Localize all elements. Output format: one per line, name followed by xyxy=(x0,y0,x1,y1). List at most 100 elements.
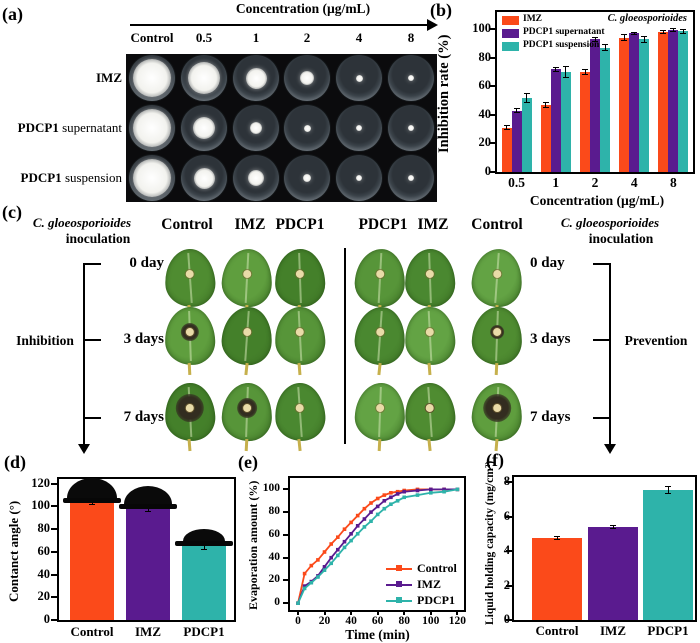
d-droplet-dome xyxy=(124,486,172,505)
b-error-bar-cap xyxy=(680,29,687,31)
b-error-bar-cap xyxy=(602,44,608,46)
leaf-blade xyxy=(470,247,524,309)
d-droplet-dome xyxy=(67,477,117,498)
b-ytick-mark xyxy=(489,171,495,173)
inoculation-dot xyxy=(185,269,194,279)
data-point-marker xyxy=(355,532,360,536)
a-row-label-strong: IMZ xyxy=(96,70,122,85)
evaporation-plot-area: Control IMZ PDCP1 xyxy=(288,476,466,612)
d-ytick-label: 20 xyxy=(37,589,51,604)
d-droplet-base xyxy=(175,541,233,547)
b-error-bar-cap xyxy=(542,102,549,104)
b-error-bar-cap xyxy=(602,50,608,52)
data-point-marker xyxy=(389,495,393,500)
a-column-label: Control xyxy=(130,30,174,45)
leaf-blade xyxy=(220,247,274,309)
c-left-inoculation-label: inoculation xyxy=(65,231,131,246)
f-xtick-label: PDCP1 xyxy=(647,623,689,638)
e-ytick-label: 0 xyxy=(274,596,280,609)
petri-dish xyxy=(388,105,434,151)
leaf-blade xyxy=(163,381,217,443)
b-error-bar xyxy=(584,69,586,75)
e-legend-marker xyxy=(396,565,402,571)
fungal-colony xyxy=(303,174,311,182)
d-xtick-label: IMZ xyxy=(135,624,161,639)
b-legend-swatch xyxy=(502,29,519,38)
petri-dish xyxy=(129,155,175,201)
b-bar xyxy=(678,31,689,172)
d-ytick-label: 120 xyxy=(31,475,50,490)
b-bar xyxy=(540,104,551,172)
b-error-bar xyxy=(604,44,606,51)
e-xtick-label: 100 xyxy=(422,615,440,627)
panel-c-label: (c) xyxy=(2,202,22,222)
d-droplet-base xyxy=(119,504,177,510)
petri-dish xyxy=(233,105,279,151)
e-legend-label: PDCP1 xyxy=(417,593,455,607)
data-point-marker xyxy=(395,499,400,503)
e-xtick-label: 20 xyxy=(318,615,331,627)
e-xtick-mark xyxy=(403,610,406,615)
a-row-label: PDCP1 suspension xyxy=(0,170,122,186)
e-legend-label: IMZ xyxy=(417,577,441,591)
leaf-petiole xyxy=(377,362,382,376)
data-point-marker xyxy=(442,487,446,492)
fungal-colony xyxy=(355,74,363,82)
d-ytick-mark xyxy=(51,505,57,508)
data-point-marker xyxy=(429,491,433,495)
d-ytick-label: 60 xyxy=(37,543,51,558)
b-xtick-label: 2 xyxy=(591,175,599,190)
leaf-blade xyxy=(274,248,326,308)
b-error-bar xyxy=(526,93,528,102)
leaf xyxy=(353,305,407,377)
b-error-bar-cap xyxy=(523,92,530,94)
f-bar xyxy=(588,526,638,620)
b-error-bar-cap xyxy=(552,66,559,68)
leaf-petiole xyxy=(377,438,381,452)
leaf-blade xyxy=(273,381,327,443)
c-left-day-label: 0 day xyxy=(129,255,164,271)
down-arrow-icon xyxy=(78,444,90,454)
b-bar xyxy=(668,29,679,172)
f-ytick-mark xyxy=(506,515,512,518)
b-error-bar-cap xyxy=(680,32,687,34)
concentration-arrow-line xyxy=(130,24,427,26)
leaf-blade xyxy=(273,305,327,367)
f-bar xyxy=(532,538,582,620)
d-y-axis-label: Contanct angle (°) xyxy=(6,500,21,602)
c-right-day-label: 7 days xyxy=(530,409,571,425)
c-left-tick-0day xyxy=(83,263,101,265)
c-center-divider xyxy=(344,248,346,444)
d-error-bar xyxy=(147,506,149,512)
inoculation-dot xyxy=(376,403,385,413)
leaf xyxy=(353,382,407,453)
a-column-label: 1 xyxy=(252,30,260,45)
b-error-bar-cap xyxy=(641,41,648,43)
leaf-blade xyxy=(470,381,524,443)
c-right-day-label: 3 days xyxy=(530,331,571,347)
petri-dish xyxy=(233,55,279,101)
b-bar xyxy=(521,97,532,172)
e-ytick-mark xyxy=(283,533,288,536)
b-xtick-label: 8 xyxy=(670,175,677,190)
leaf xyxy=(470,381,524,453)
b-ytick-mark xyxy=(489,85,495,88)
petri-dish xyxy=(129,105,175,151)
data-point-marker xyxy=(375,512,380,517)
fungal-colony xyxy=(193,167,215,189)
inoculation-dot xyxy=(295,269,304,279)
a-column-label: 0.5 xyxy=(195,30,213,45)
inoculation-dot xyxy=(376,327,385,337)
f-error-bar-cap xyxy=(554,536,560,538)
e-legend-label: Control xyxy=(417,561,457,575)
data-point-marker xyxy=(402,489,406,494)
leaf xyxy=(403,381,457,453)
c-left-day-label: 3 days xyxy=(123,331,164,347)
b-ytick-label: 60 xyxy=(478,78,492,93)
b-ytick-label: 100 xyxy=(472,21,491,36)
leaf xyxy=(220,305,274,377)
b-bar xyxy=(501,127,512,172)
e-xtick-mark xyxy=(296,610,299,615)
b-error-bar-cap xyxy=(562,77,569,79)
e-xtick-label: 80 xyxy=(398,615,410,627)
